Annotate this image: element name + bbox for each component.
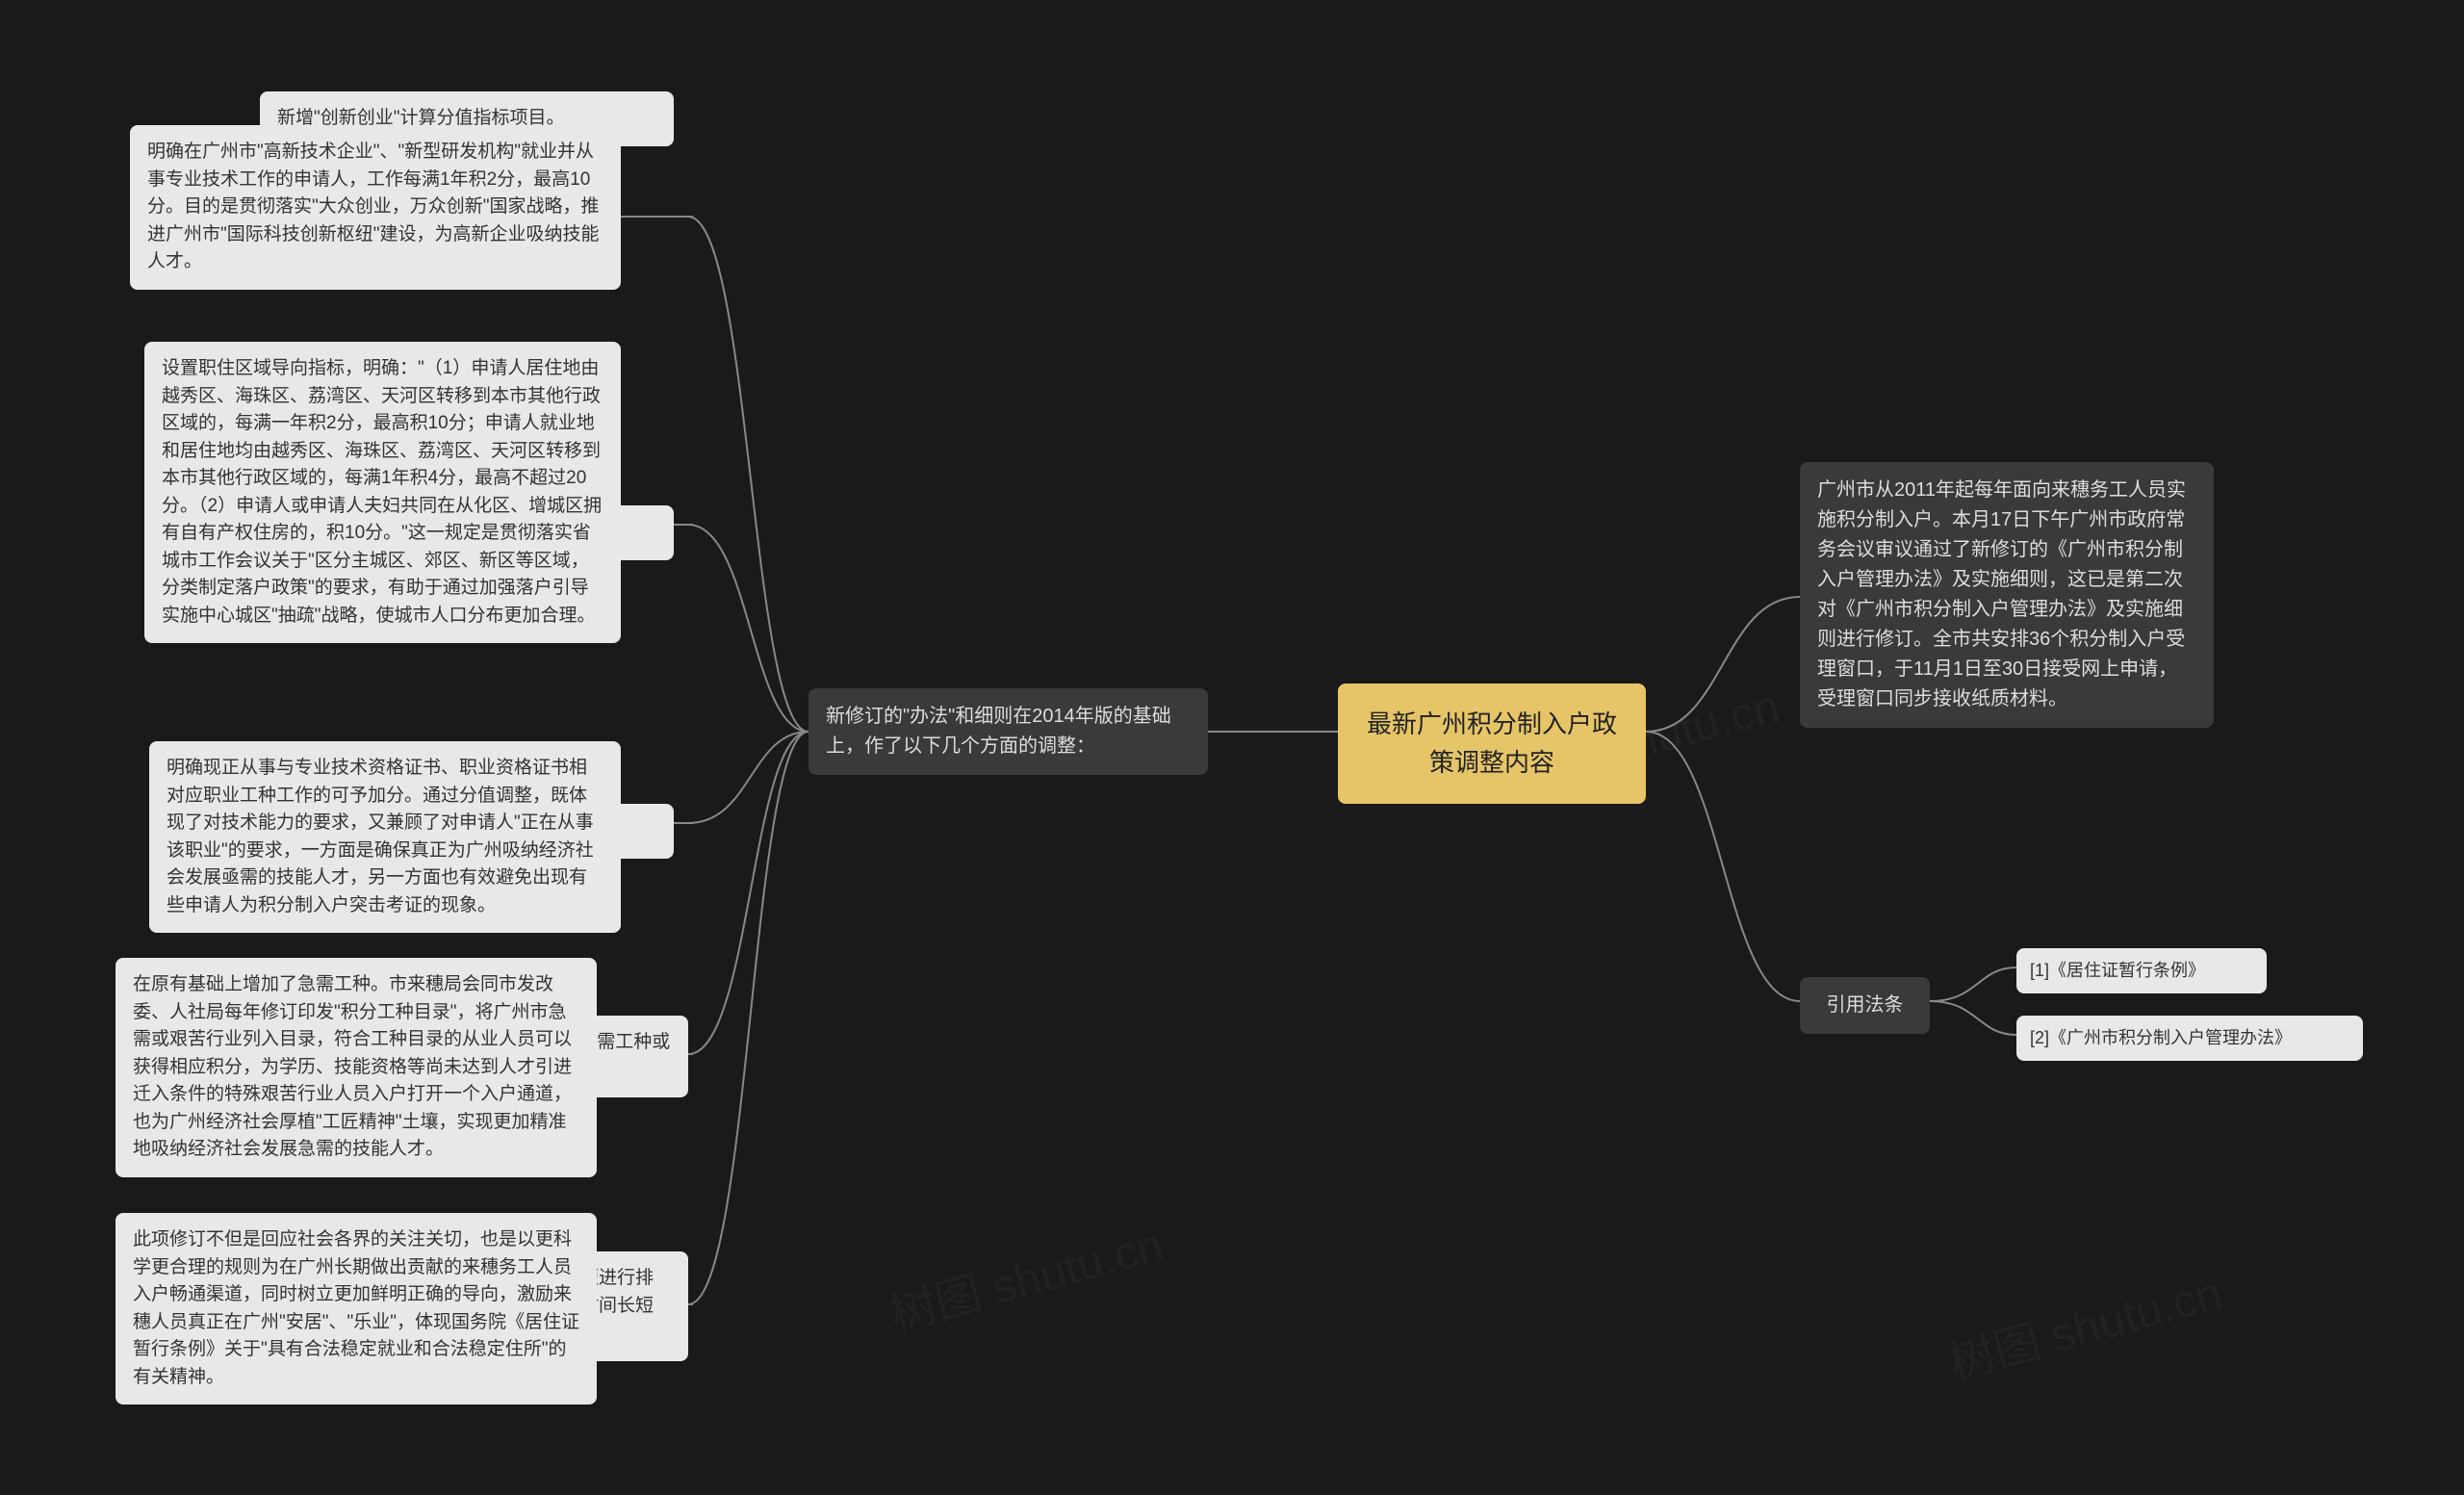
root-node: 最新广州积分制入户政策调整内容 — [1338, 683, 1646, 804]
watermark: 树图 shutu.cn — [882, 1207, 1169, 1345]
watermark: 树图 shutu.cn — [1940, 1255, 2228, 1393]
left-detail-5: 此项修订不但是回应社会各界的关注关切，也是以更科学更合理的规则为在广州长期做出贡… — [116, 1213, 597, 1405]
ref-item-2: [2]《广州市积分制入户管理办法》 — [2016, 1016, 2363, 1061]
left-detail-4: 在原有基础上增加了急需工种。市来穗局会同市发改委、人社局每年修订印发"积分工种目… — [116, 958, 597, 1177]
left-detail-3: 明确现正从事与专业技术资格证书、职业资格证书相对应职业工种工作的可予加分。通过分… — [149, 741, 621, 933]
left-detail-1: 明确在广州市"高新技术企业"、"新型研发机构"就业并从事专业技术工作的申请人，工… — [130, 125, 621, 290]
refs-label: 引用法条 — [1800, 977, 1930, 1034]
left-detail-2: 设置职住区域导向指标，明确："（1）申请人居住地由越秀区、海珠区、荔湾区、天河区… — [144, 342, 621, 643]
right-summary: 广州市从2011年起每年面向来穗务工人员实施积分制入户。本月17日下午广州市政府… — [1800, 462, 2214, 728]
ref-item-1: [1]《居住证暂行条例》 — [2016, 948, 2267, 993]
left-intro: 新修订的"办法"和细则在2014年版的基础上，作了以下几个方面的调整： — [808, 688, 1208, 775]
